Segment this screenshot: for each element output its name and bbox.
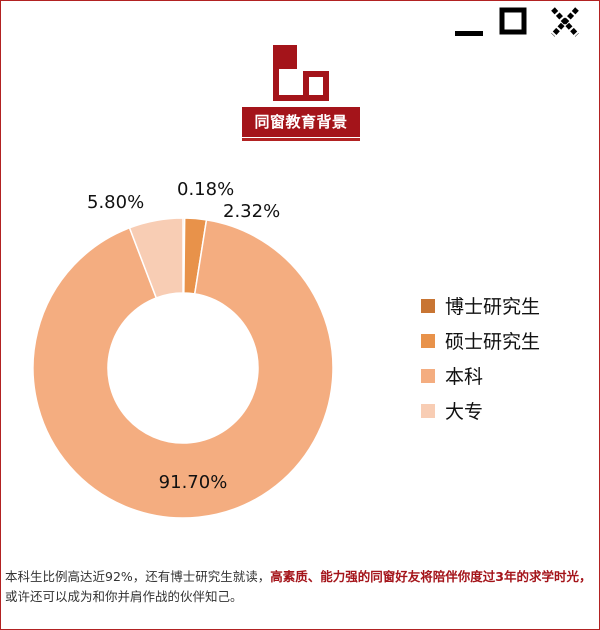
section-title: 同窗教育背景: [242, 107, 360, 137]
legend-label-0: 博士研究生: [445, 296, 540, 318]
caption-part1: 本科生比例高达近92%，还有博士研究生就读，: [5, 569, 271, 584]
donut-slice-3: [128, 217, 184, 299]
caption-text: 本科生比例高达近92%，还有博士研究生就读，高素质、能力强的同窗好友将陪伴你度过…: [5, 567, 597, 607]
data-label-2: 91.70%: [159, 472, 228, 493]
close-icon[interactable]: [551, 7, 579, 37]
legend-swatch-1: [421, 334, 435, 348]
data-label-0: 0.18%: [177, 179, 234, 200]
maximize-icon[interactable]: [499, 7, 527, 35]
caption-highlight: 高素质、能力强的同窗好友将陪伴你度过3年的求学时光，: [270, 569, 592, 584]
legend-swatch-2: [421, 369, 435, 383]
data-label-1: 2.32%: [223, 201, 280, 222]
legend-label-3: 大专: [445, 401, 483, 423]
caption-part2: 或许还可以成为和你并肩作战的伙伴知己。: [5, 589, 243, 604]
window-controls: [455, 7, 585, 39]
legend-label-2: 本科: [445, 366, 483, 388]
logo-icon: [273, 45, 329, 101]
title-underline: [242, 138, 360, 141]
legend-label-1: 硕士研究生: [445, 331, 540, 353]
donut-slice-2: [32, 218, 334, 519]
data-label-3: 5.80%: [87, 192, 144, 213]
legend-swatch-0: [421, 299, 435, 313]
legend-swatch-3: [421, 404, 435, 418]
minimize-icon[interactable]: [455, 31, 483, 36]
